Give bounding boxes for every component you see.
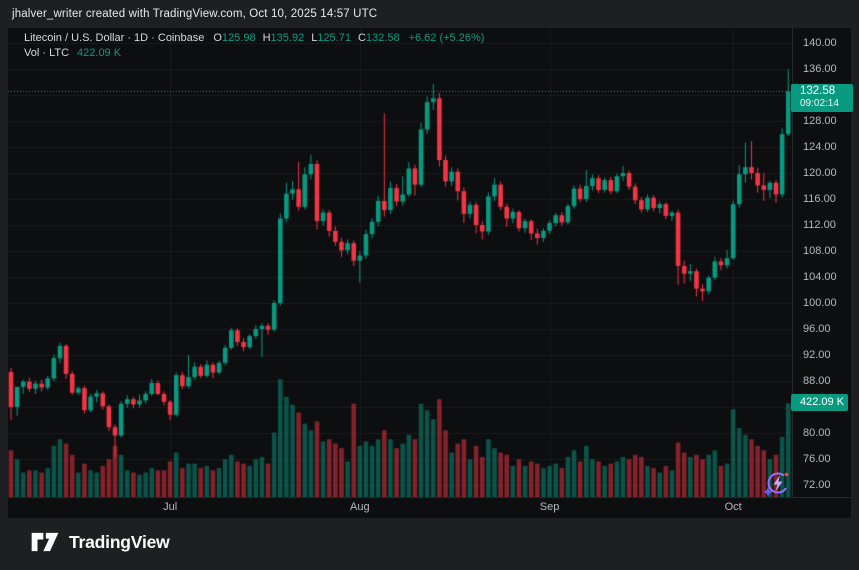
price-tick: 76.00: [803, 453, 831, 465]
price-tick: 124.00: [803, 141, 837, 153]
price-tick: 116.00: [803, 193, 836, 205]
last-price-badge: 132.58 09:02:14: [791, 84, 853, 113]
tradingview-logo-icon[interactable]: [30, 530, 60, 554]
time-axis[interactable]: Jul Aug Sep Oct: [8, 497, 851, 518]
ohlc-high: H135.92: [262, 32, 305, 44]
volume-badge: 422.09 K: [791, 394, 848, 412]
ohlc-open: O125.98: [213, 32, 256, 44]
chart-legend: Litecoin / U.S. Dollar · 1D · Coinbase O1…: [24, 31, 484, 61]
price-tick: 136.00: [803, 63, 837, 75]
price-change: +6.62 (+5.26%): [408, 32, 485, 44]
last-price-value: 132.58: [800, 85, 836, 98]
chart-widget: Litecoin / U.S. Dollar · 1D · Coinbase O1…: [8, 28, 853, 518]
spark-logo-icon: [761, 468, 793, 498]
price-tick: 112.00: [803, 219, 836, 231]
volume-title: Vol · LTC: [24, 47, 70, 59]
price-tick: 104.00: [803, 271, 837, 283]
month-label: Sep: [539, 501, 560, 513]
tradingview-wordmark[interactable]: TradingView: [69, 531, 170, 552]
price-tick: 92.00: [803, 349, 831, 361]
price-tick: 120.00: [803, 167, 837, 179]
month-label: Jul: [163, 501, 178, 513]
price-tick: 88.00: [803, 375, 831, 387]
volume-value: 422.09 K: [77, 47, 122, 59]
ohlc-close: C132.58: [357, 32, 400, 44]
legend-volume-row: Vol · LTC 422.09 K: [24, 46, 484, 61]
month-label: Oct: [724, 501, 742, 513]
price-axis[interactable]: 72.0076.0080.0084.0088.0092.0096.00100.0…: [792, 28, 851, 497]
bar-countdown: 09:02:14: [800, 98, 839, 110]
price-tick: 140.00: [803, 37, 837, 49]
footer: TradingView: [30, 527, 170, 557]
price-tick: 100.00: [803, 297, 837, 309]
symbol-title: Litecoin / U.S. Dollar · 1D · Coinbase: [24, 32, 205, 44]
attribution-bar: jhalver_writer created with TradingView.…: [12, 8, 378, 20]
price-tick: 128.00: [803, 115, 837, 127]
price-tick: 80.00: [803, 427, 831, 439]
price-tick: 72.00: [803, 479, 831, 491]
month-label: Aug: [350, 501, 370, 513]
candlestick-chart-canvas[interactable]: [8, 28, 792, 497]
price-tick: 108.00: [803, 245, 837, 257]
legend-symbol-row: Litecoin / U.S. Dollar · 1D · Coinbase O1…: [24, 31, 484, 46]
ohlc-low: L125.71: [311, 32, 351, 44]
price-tick: 96.00: [803, 323, 831, 335]
